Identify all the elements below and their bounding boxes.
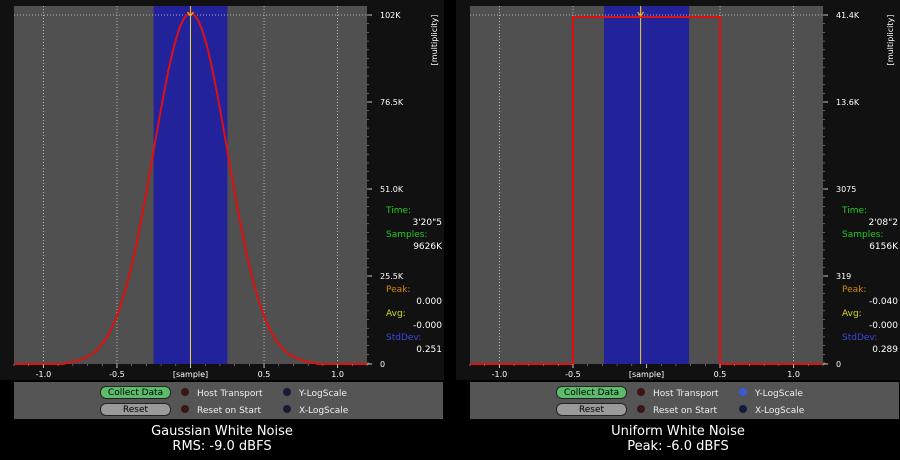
time-label: Time:: [386, 206, 412, 216]
y-logscale-label: Y-LogScale: [755, 389, 803, 399]
led-icon: [738, 404, 748, 414]
collect-data-button[interactable]: Collect Data: [556, 386, 627, 399]
x-tick-label: -0.5: [565, 370, 581, 379]
panel-subtitle: Peak: -6.0 dBFS: [627, 439, 729, 454]
stddev-value: 0.289: [872, 345, 898, 355]
x-tick-label: 0.5: [714, 370, 727, 379]
host-transport-label: Host Transport: [653, 389, 719, 399]
y-tick-label: 0: [836, 360, 841, 369]
peak-label: Peak:: [842, 285, 867, 295]
controls-bar: Collect Data Reset Host Transport Reset …: [14, 382, 443, 419]
reset-button[interactable]: Reset: [556, 403, 627, 416]
reset-on-start-label: Reset on Start: [653, 406, 718, 416]
stddev-value: 0.251: [416, 345, 442, 355]
y-tick-label: 102K: [380, 11, 401, 20]
reset-button[interactable]: Reset: [100, 403, 171, 416]
y-tick-label: 0: [380, 360, 385, 369]
y-tick-label: 13.6K: [836, 98, 860, 107]
histogram-chart: 41.4K 13.6K 3075 319 0 -1.0 -0.5 0.5 1.0 [sample]…: [469, 6, 895, 379]
y-tick-label: 3075: [836, 185, 856, 194]
y-axis-label: [multiplicity]: [886, 15, 895, 66]
led-icon: [180, 387, 190, 397]
led-icon: [636, 387, 646, 397]
reset-on-start-label: Reset on Start: [197, 406, 262, 416]
x-tick-label: -1.0: [36, 370, 52, 379]
x-tick-label: 1.0: [787, 370, 800, 379]
avg-label: Avg:: [842, 309, 862, 319]
x-tick-label: 1.0: [331, 370, 344, 379]
x-logscale-toggle[interactable]: X-LogScale: [282, 404, 348, 417]
y-tick-label: 41.4K: [836, 11, 860, 20]
avg-label: Avg:: [386, 309, 406, 319]
collect-data-button[interactable]: Collect Data: [100, 386, 171, 399]
panel-subtitle: RMS: -9.0 dBFS: [172, 439, 272, 454]
x-axis-label: [sample]: [629, 370, 664, 379]
stddev-band: [603, 6, 690, 364]
time-value: 2'08"2: [868, 218, 898, 228]
y-tick-label: 76.5K: [380, 98, 404, 107]
time-label: Time:: [842, 206, 868, 216]
y-axis-label: [multiplicity]: [430, 15, 439, 66]
x-axis-label: [sample]: [173, 370, 208, 379]
led-icon: [738, 387, 748, 397]
host-transport-toggle[interactable]: Host Transport: [636, 387, 719, 400]
samples-label: Samples:: [386, 230, 428, 240]
stddev-label: StdDev:: [842, 333, 878, 343]
led-icon: [282, 404, 292, 414]
stats-readout: Time: 3'20"5 Samples: 9626K Peak: 0.000 …: [386, 205, 442, 356]
histogram-curve: [470, 16, 823, 365]
peak-arrow-icon: [637, 7, 645, 17]
panel-title: Gaussian White Noise: [151, 424, 293, 439]
avg-value: -0.000: [412, 321, 442, 331]
x-tick-label: 0.5: [258, 370, 271, 379]
histogram-panel-uniform: 41.4K 13.6K 3075 319 0 -1.0 -0.5 0.5 1.0 [sample]…: [456, 0, 900, 460]
histogram-panel-gaussian: 102K 76.5K 51.0K 25.5K 0 -1.0 -0.5 0.5 1.0 [sampl…: [0, 0, 444, 460]
samples-value: 6156K: [869, 242, 898, 252]
time-value: 3'20"5: [412, 218, 442, 228]
peak-label: Peak:: [386, 285, 411, 295]
controls-bar: Collect Data Reset Host Transport Reset …: [470, 382, 899, 419]
samples-value: 9626K: [413, 242, 442, 252]
peak-value: 0.000: [416, 297, 442, 307]
y-logscale-toggle[interactable]: Y-LogScale: [282, 387, 347, 400]
stats-readout: Time: 2'08"2 Samples: 6156K Peak: -0.040…: [842, 205, 898, 356]
x-tick-label: -0.5: [109, 370, 125, 379]
led-icon: [180, 404, 190, 414]
histogram-chart: 102K 76.5K 51.0K 25.5K 0 -1.0 -0.5 0.5 1.0 [sampl…: [13, 6, 439, 379]
host-transport-toggle[interactable]: Host Transport: [180, 387, 263, 400]
x-logscale-toggle[interactable]: X-LogScale: [738, 404, 804, 417]
reset-on-start-toggle[interactable]: Reset on Start: [180, 404, 261, 417]
y-tick-label: 319: [836, 272, 851, 281]
stddev-label: StdDev:: [386, 333, 422, 343]
y-logscale-label: Y-LogScale: [299, 389, 347, 399]
y-tick-label: 51.0K: [380, 185, 404, 194]
reset-on-start-toggle[interactable]: Reset on Start: [636, 404, 717, 417]
x-tick-label: -1.0: [492, 370, 508, 379]
x-logscale-label: X-LogScale: [755, 406, 805, 416]
avg-value: -0.000: [868, 321, 898, 331]
y-logscale-toggle[interactable]: Y-LogScale: [738, 387, 803, 400]
led-icon: [282, 387, 292, 397]
peak-arrow-icon: [187, 7, 194, 17]
x-logscale-label: X-LogScale: [299, 406, 349, 416]
peak-value: -0.040: [868, 297, 898, 307]
samples-label: Samples:: [842, 230, 884, 240]
host-transport-label: Host Transport: [197, 389, 263, 399]
led-icon: [636, 404, 646, 414]
y-tick-label: 25.5K: [380, 272, 404, 281]
panel-title: Uniform White Noise: [611, 424, 745, 439]
